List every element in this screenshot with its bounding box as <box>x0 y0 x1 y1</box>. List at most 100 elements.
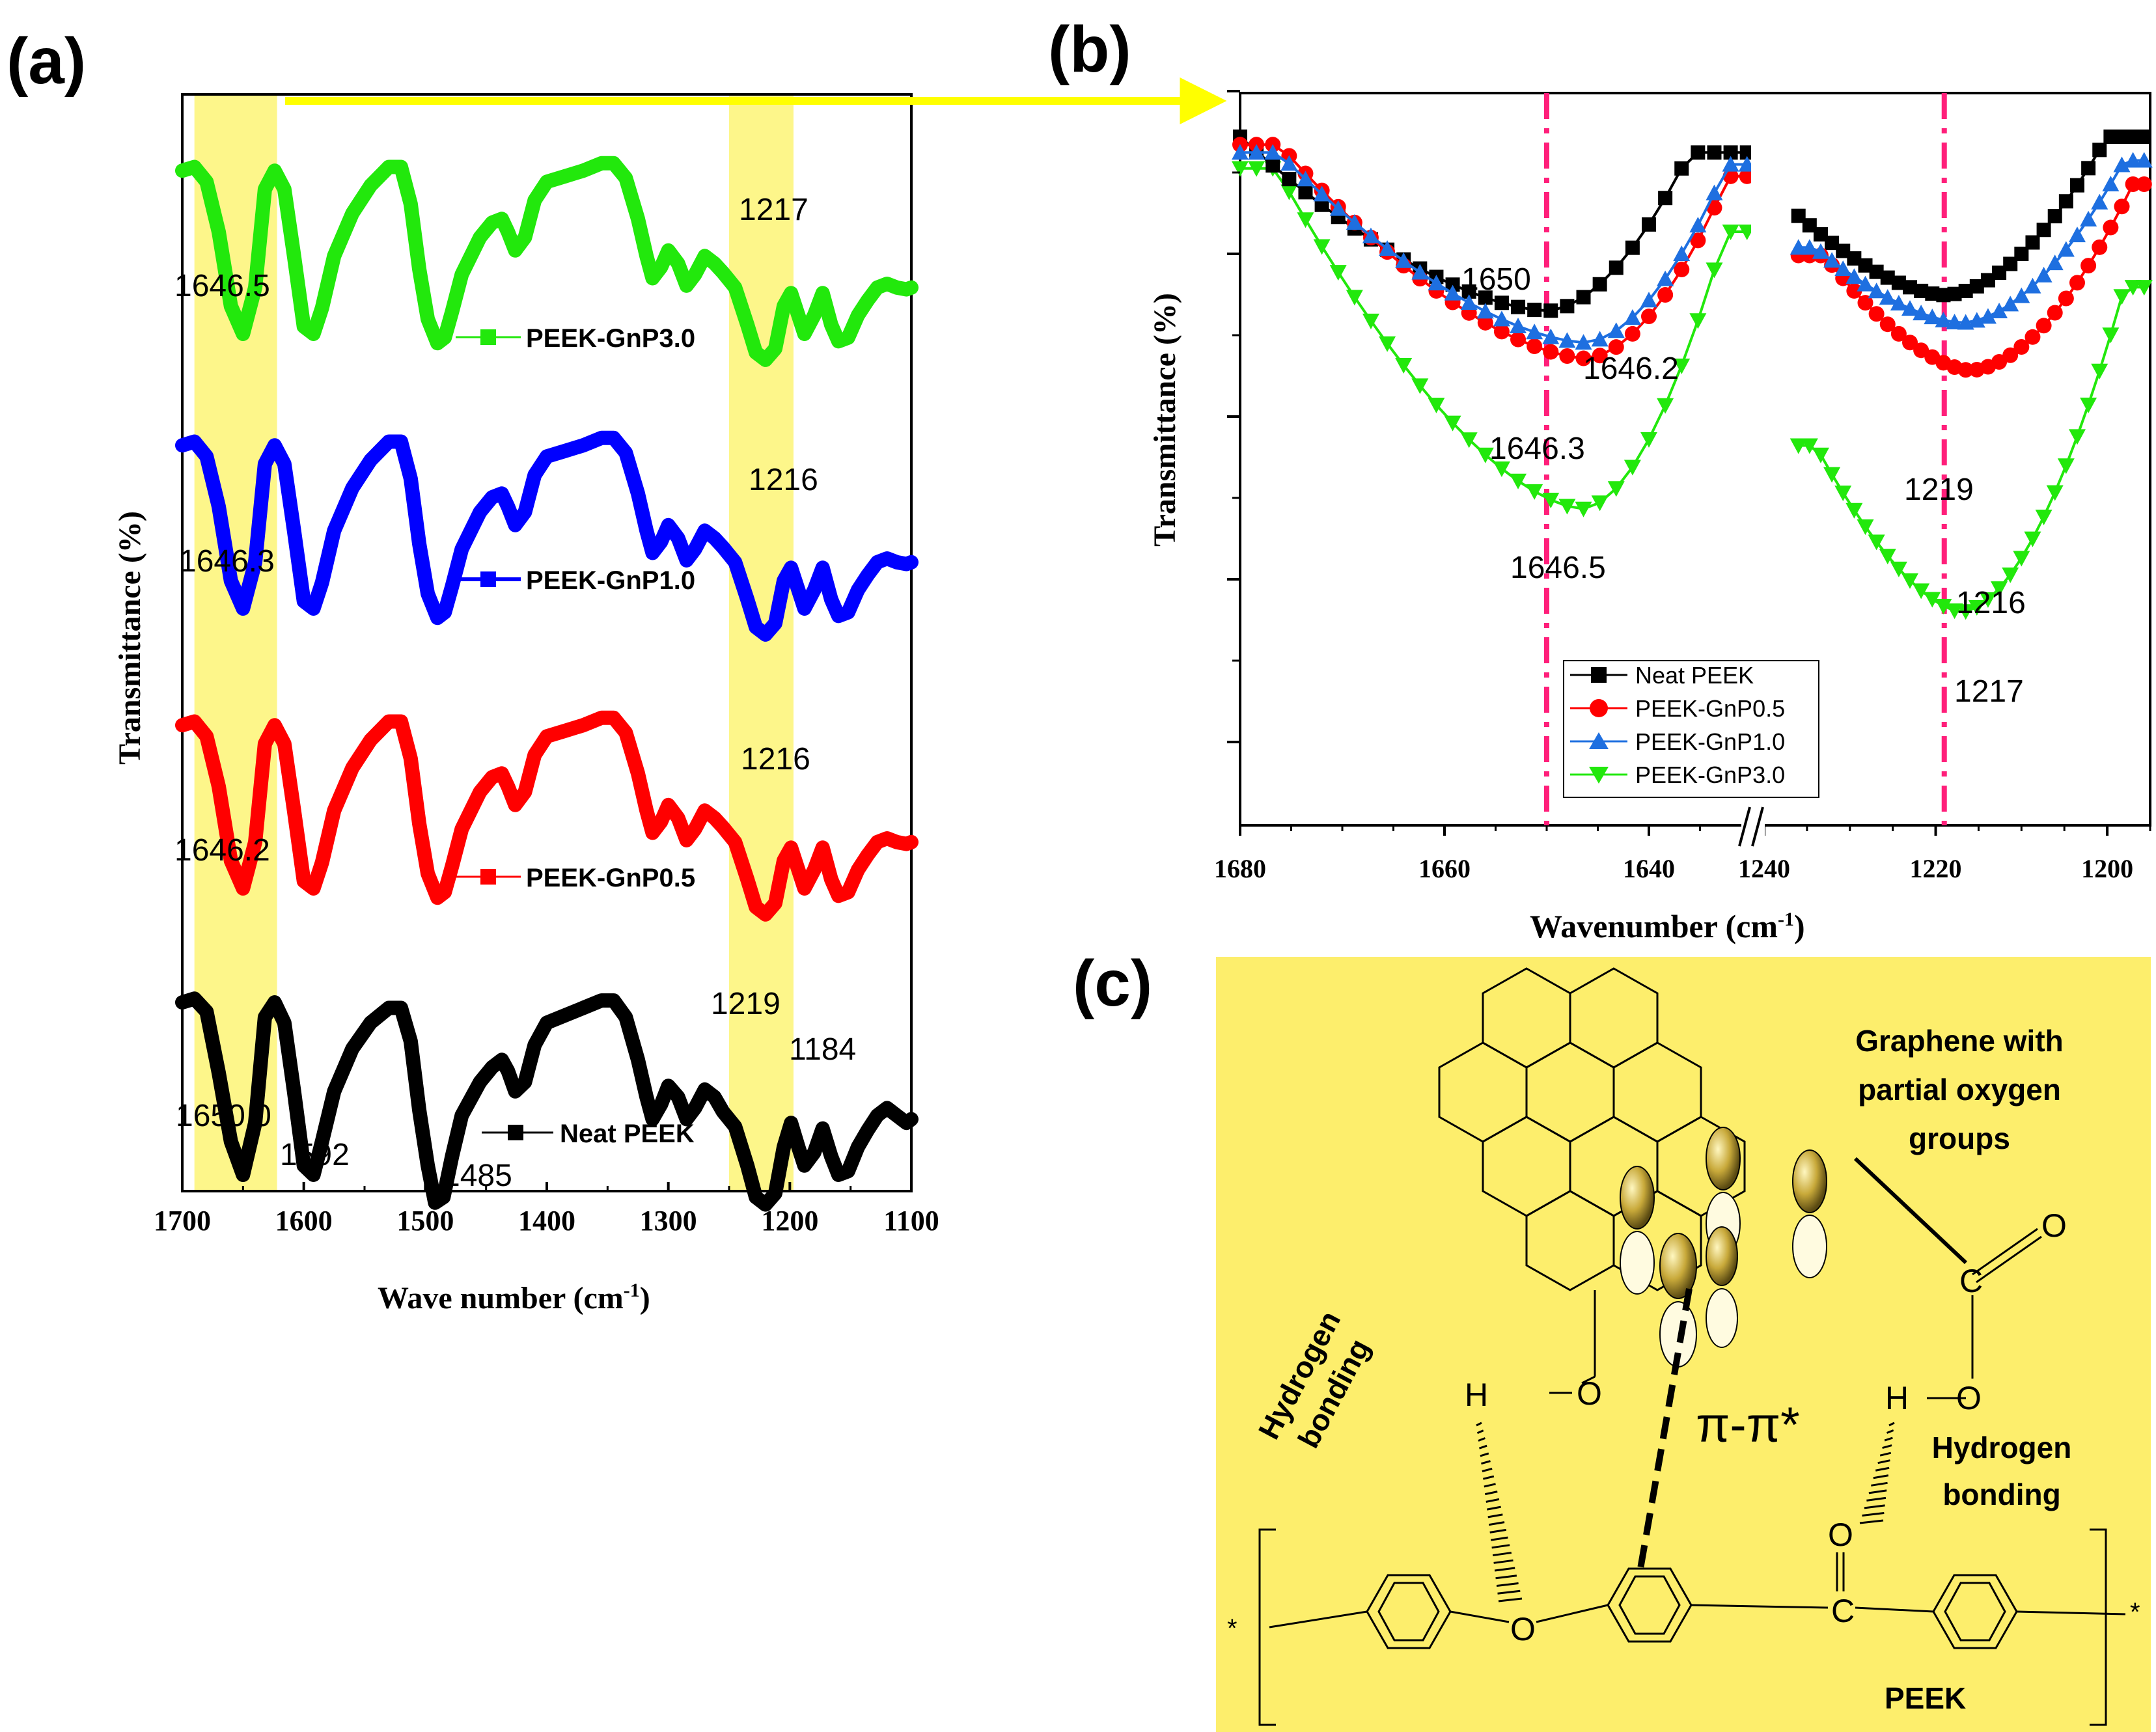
panel-b-point-peek-gnp1-0 <box>1879 289 1896 305</box>
panel-b-point-peek-gnp1-0 <box>1657 270 1674 286</box>
legend-b-neat: Neat PEEK <box>1570 662 1754 689</box>
panel-b-point-peek-gnp0-5 <box>2103 219 2119 236</box>
panel-b-point-peek-gnp3-0 <box>2068 429 2086 445</box>
panel-b-point-peek-gnp1-0 <box>1991 302 2008 318</box>
panel-b-point-peek-gnp1-0 <box>2024 277 2041 294</box>
panel-b-point-peek-gnp1-0 <box>1845 268 1863 284</box>
panel-a-series-peek-gnp3-0 <box>175 156 919 367</box>
panel-b-point-peek-gnp0-5 <box>2080 258 2097 274</box>
atom-c-ketone: C <box>1831 1593 1855 1629</box>
legend-label-gnp05: PEEK-GnP0.5 <box>526 864 695 892</box>
panel-b-point-peek-gnp0-5 <box>1510 331 1527 348</box>
peak-label-gnp30-1: 1646.5 <box>174 269 270 303</box>
panel-b-point-peek-gnp1-0 <box>2124 152 2142 168</box>
panel-b-tick-label: 1240 <box>1738 854 1790 883</box>
panel-b-point-neat-peek <box>1723 145 1738 160</box>
hbond-hatch <box>1882 1444 1892 1450</box>
panel-b-point-peek-gnp3-0 <box>1845 502 1863 519</box>
hbond-hatch <box>1496 1582 1519 1588</box>
panel-b-point-peek-gnp3-0 <box>2024 531 2041 547</box>
panel-b: (b) 1680 1660 1640 1240 1220 1200 Transmittan… <box>1048 13 2153 944</box>
panel-b-tick-label: 1640 <box>1623 854 1675 883</box>
hbond-hatch <box>1873 1474 1889 1479</box>
panel-b-point-peek-gnp0-5 <box>1608 339 1624 355</box>
legend-label-neat: Neat PEEK <box>560 1120 695 1148</box>
panel-b-series-group <box>1232 94 2153 824</box>
legend-label-gnp30: PEEK-GnP3.0 <box>526 324 695 353</box>
peak-label-gnp05-1: 1646.2 <box>174 833 270 868</box>
legend-entry-neat: Neat PEEK <box>482 1120 695 1148</box>
panel-b-point-neat-peek <box>1958 284 1973 299</box>
panel-b-point-peek-gnp1-0 <box>1801 239 1818 255</box>
panel-b-point-neat-peek <box>1739 145 1754 160</box>
panel-a-tick-label: 1100 <box>883 1205 939 1237</box>
panel-b-point-neat-peek <box>2125 130 2140 144</box>
p-orbital-lobes <box>1620 1127 1827 1368</box>
legend-b-gnp30: PEEK-GnP3.0 <box>1570 762 1785 788</box>
panel-b-point-neat-peek <box>1625 240 1640 255</box>
panel-b-series-peek-gnp3-0 <box>1232 161 2153 620</box>
panel-b-point-peek-gnp0-5 <box>2114 199 2130 215</box>
annotation-1217: 1217 <box>1954 674 2024 709</box>
oxygen-groups <box>1549 1157 2042 1399</box>
panel-a-x-label: Wave number (cm-1) <box>378 1280 650 1315</box>
panel-b-point-neat-peek <box>1880 270 1895 285</box>
panel-b-point-peek-gnp3-0 <box>1706 262 1723 279</box>
panel-b-point-peek-gnp3-0 <box>2135 280 2153 296</box>
panel-b-tick-label: 1220 <box>1910 854 1962 883</box>
panel-b-point-neat-peek <box>2103 130 2118 144</box>
panel-b-point-peek-gnp1-0 <box>1493 310 1510 327</box>
panel-b-point-peek-gnp0-5 <box>2025 329 2041 345</box>
panel-b-point-peek-gnp3-0 <box>1346 290 1363 306</box>
panel-b-point-peek-gnp0-5 <box>1868 306 1885 322</box>
hbond-hatch <box>1884 1436 1893 1442</box>
panel-a-tick-label: 1300 <box>640 1205 697 1237</box>
panel-b-point-neat-peek <box>1992 266 2007 281</box>
legend-entry-gnp30: PEEK-GnP3.0 <box>456 324 695 353</box>
panel-b-point-peek-gnp3-0 <box>1460 432 1478 448</box>
svg-text:bonding: bonding <box>1942 1478 2060 1511</box>
panel-a-tick-label: 1200 <box>761 1205 818 1237</box>
hbond-hatch <box>1490 1536 1508 1541</box>
graphene-sheet <box>1438 967 1746 1291</box>
panel-b-point-peek-gnp3-0 <box>2057 458 2075 474</box>
panel-b-point-neat-peek <box>1925 286 1940 301</box>
panel-b-point-peek-gnp3-0 <box>1935 599 1952 615</box>
svg-text:PEEK-GnP3.0: PEEK-GnP3.0 <box>1635 762 1785 788</box>
annotation-1216: 1216 <box>1956 586 2026 620</box>
panel-b-point-peek-gnp3-0 <box>2013 551 2030 567</box>
hbond-hatch <box>1495 1574 1517 1580</box>
panel-b-point-peek-gnp1-0 <box>2057 241 2075 257</box>
hbond-hatch <box>1494 1567 1515 1572</box>
hbond-hatch <box>1859 1519 1884 1524</box>
panel-b-point-peek-gnp3-0 <box>2113 289 2131 305</box>
panel-b-point-peek-gnp1-0 <box>1834 260 1852 277</box>
panel-b-point-peek-gnp3-0 <box>1558 499 1576 515</box>
svg-text:PEEK-GnP0.5: PEEK-GnP0.5 <box>1635 695 1785 722</box>
panel-b-point-neat-peek <box>2092 143 2107 158</box>
panel-b-point-peek-gnp0-5 <box>1559 348 1575 364</box>
panel-b-point-peek-gnp3-0 <box>2002 567 2019 583</box>
panel-b-point-peek-gnp1-0 <box>1722 156 1739 172</box>
panel-b-tick-label: 1680 <box>1214 854 1266 883</box>
panel-b-point-neat-peek <box>1707 145 1722 160</box>
hbond-hatch <box>1480 1460 1491 1465</box>
panel-b-point-peek-gnp1-0 <box>1706 184 1723 200</box>
hbond-hatch <box>1489 1528 1506 1533</box>
panel-b-point-peek-gnp3-0 <box>1395 357 1413 374</box>
hbond-hatch <box>1886 1429 1894 1434</box>
panel-b-point-peek-gnp1-0 <box>2046 254 2064 271</box>
peak-label-neat-2: 1592 <box>280 1138 350 1172</box>
panel-b-point-neat-peek <box>2036 223 2051 238</box>
panel-b-point-peek-gnp3-0 <box>1790 438 1807 454</box>
panel-b-point-peek-gnp0-5 <box>1641 309 1657 325</box>
hbond-hatch <box>1476 1422 1482 1427</box>
panel-a-y-label: Transmittance (%) <box>113 511 147 765</box>
peak-label-gnp10-2: 1216 <box>749 463 818 497</box>
hbond-hatch <box>1497 1589 1521 1595</box>
panel-b-point-neat-peek <box>1478 290 1493 305</box>
panel-b-point-peek-gnp1-0 <box>1913 305 1930 321</box>
panel-b-point-peek-gnp1-0 <box>1510 318 1527 334</box>
atom-o-graphene-left: O <box>1577 1375 1602 1412</box>
atom-o-carbonyl: O <box>2041 1207 2067 1244</box>
